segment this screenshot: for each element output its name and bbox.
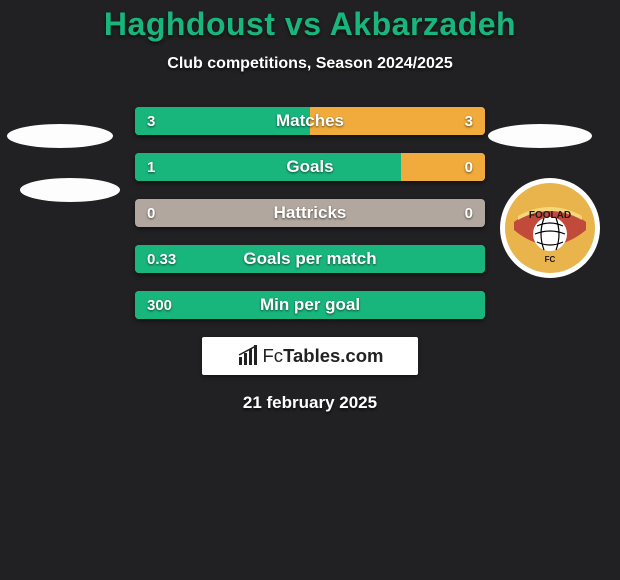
club-badge: FOOLAD FC	[500, 178, 600, 278]
logo-text: FcTables.com	[263, 345, 384, 367]
stat-label: Min per goal	[135, 291, 485, 319]
stat-row: 1Goals0	[135, 153, 485, 181]
logo-suffix: Tables.com	[283, 345, 383, 366]
stat-label: Hattricks	[135, 199, 485, 227]
left-photo-blob-2	[20, 178, 120, 202]
stat-right-value: 0	[465, 199, 473, 227]
date: 21 february 2025	[0, 393, 620, 413]
stat-bars: 3Matches31Goals00Hattricks00.33Goals per…	[135, 107, 485, 319]
logo-prefix: Fc	[263, 345, 284, 366]
stat-label: Goals per match	[135, 245, 485, 273]
stat-label: Goals	[135, 153, 485, 181]
subtitle: Club competitions, Season 2024/2025	[0, 55, 620, 73]
stat-row: 0.33Goals per match	[135, 245, 485, 273]
club-badge-svg: FOOLAD FC	[504, 182, 596, 274]
svg-text:FC: FC	[545, 255, 556, 264]
stat-label: Matches	[135, 107, 485, 135]
right-photo-blob-1	[488, 124, 592, 148]
stat-right-value: 0	[465, 153, 473, 181]
stat-row: 3Matches3	[135, 107, 485, 135]
left-photo-blob-1	[7, 124, 113, 148]
svg-text:FOOLAD: FOOLAD	[529, 210, 571, 221]
stat-right-value: 3	[465, 107, 473, 135]
stat-row: 300Min per goal	[135, 291, 485, 319]
stat-row: 0Hattricks0	[135, 199, 485, 227]
fctables-logo: FcTables.com	[202, 337, 418, 375]
bars-icon	[237, 345, 259, 367]
comparison-title: Haghdoust vs Akbarzadeh	[0, 0, 620, 43]
